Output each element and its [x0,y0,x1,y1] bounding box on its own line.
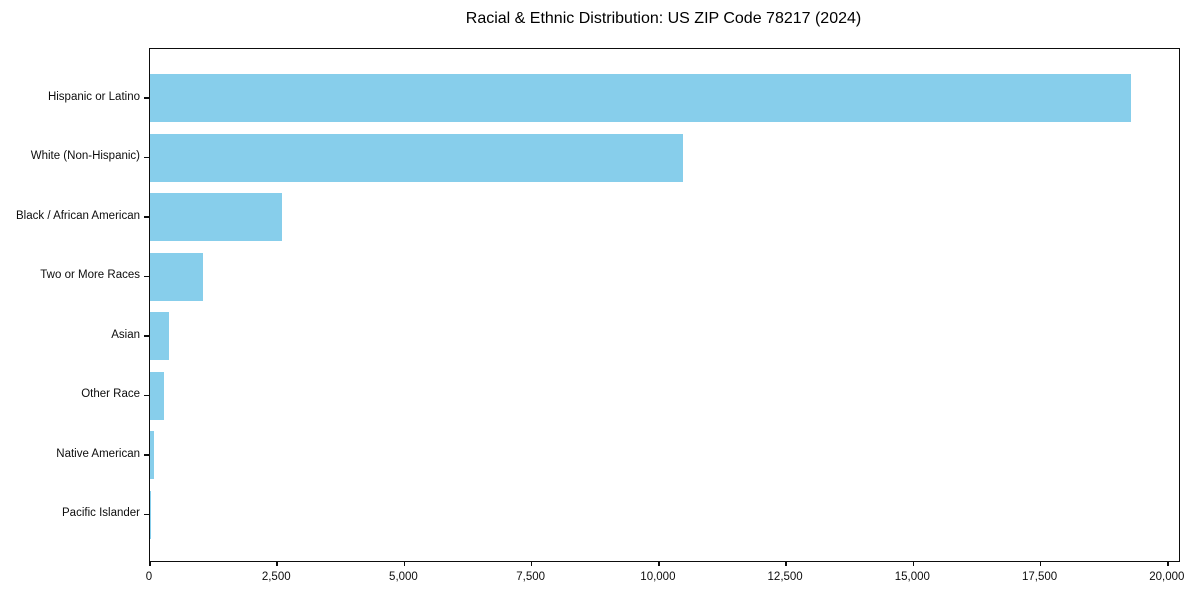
x-label-5,000: 5,000 [389,571,418,583]
x-label-10,000: 10,000 [640,571,676,583]
y-label-native-american: Native American [56,447,140,460]
x-axis-labels: 0 2,500 5,000 7,500 10,000 12,500 15,000 17,500… [146,560,1185,590]
y-label-pacific-islander: Pacific Islander [62,507,140,519]
x-label-0: 0 [145,571,153,583]
x-tick-12,500 [785,561,787,566]
bar-asian [150,312,169,360]
bar-hispanic-or-latino [150,74,1131,122]
y-label-black-african-american: Black / African American [16,209,140,222]
x-tick-10,000 [658,561,660,566]
bar-black-african-american [150,193,283,241]
x-label-17,500: 17,500 [1021,571,1058,583]
x-tick-17,500 [1039,561,1042,566]
y-tick-native-american [143,454,149,456]
y-label-hispanic-or-latino: Hispanic or Latino [47,90,140,103]
bar-native-american [150,431,155,479]
y-tick-black-african-american [143,216,149,218]
x-tick-2,500 [276,561,278,566]
y-label-other-race: Other Race [81,388,140,400]
y-tick-two-or-more-races [143,275,149,278]
bar-other-race [150,371,164,420]
x-label-2,500: 2,500 [261,571,291,583]
x-label-20,000: 20,000 [1149,571,1185,583]
x-label-12,500: 12,500 [767,571,803,583]
bar-two-or-more-races [150,252,204,301]
y-tick-asian [143,335,149,337]
x-tick-0 [149,561,151,566]
x-tick-15,000 [912,561,915,566]
y-label-two-or-more-races: Two or More Races [40,269,140,281]
y-tick-other-race [143,394,149,397]
y-tick-hispanic-or-latino [143,97,149,99]
bar-white-non-hispanic [150,133,683,182]
bar-pacific-islander [150,490,151,539]
plot-area [143,48,1180,566]
y-label-white-non-hispanic: White (Non-Hispanic) [30,150,140,162]
x-label-7,500: 7,500 [516,571,546,583]
x-tick-20,000 [1167,561,1169,566]
chart-title: Racial & Ethnic Distribution: US ZIP Cod… [465,10,862,27]
y-tick-pacific-islander [143,513,149,516]
x-tick-5,000 [403,561,406,566]
x-tick-7,500 [530,561,533,566]
y-tick-white-non-hispanic [143,156,149,159]
y-label-asian: Asian [111,328,140,341]
y-axis-labels: Hispanic or Latino White (Non-Hispanic) Bl… [0,48,140,560]
x-label-15,000: 15,000 [894,571,930,583]
